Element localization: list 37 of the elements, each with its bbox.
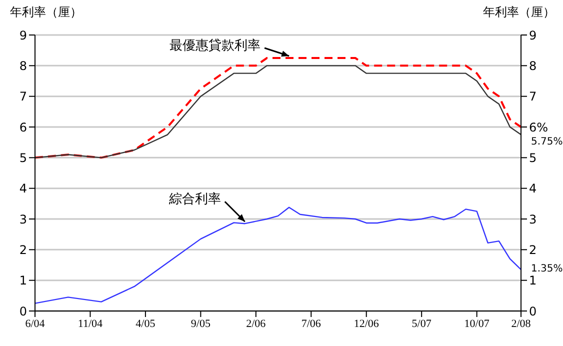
annotation: 1.35% bbox=[531, 263, 563, 274]
x-tick-label: 12/06 bbox=[354, 318, 380, 330]
x-tick-label: 2/08 bbox=[511, 318, 532, 330]
y-tick-label: 5 bbox=[19, 150, 27, 165]
y-tick-label: 6 bbox=[19, 120, 27, 134]
x-tick-label: 5/07 bbox=[412, 318, 432, 330]
y2-tick-label: 7 bbox=[529, 90, 537, 104]
y-tick-label: 0 bbox=[19, 304, 27, 318]
y2-tick-label: 6% bbox=[529, 120, 548, 134]
y2-tick-label: 1 bbox=[529, 274, 537, 288]
x-tick-label: 4/05 bbox=[136, 318, 156, 330]
y2-tick-label: 9 bbox=[529, 28, 537, 42]
y-tick-label: 7 bbox=[19, 90, 27, 104]
y2-tick-label: 0 bbox=[529, 304, 537, 318]
x-tick-label: 10/07 bbox=[464, 318, 490, 330]
annotation: 綜合利率 bbox=[168, 191, 221, 208]
y-tick-label: 9 bbox=[19, 28, 27, 42]
line-series bbox=[35, 206, 521, 304]
x-tick-label: 7/06 bbox=[301, 318, 322, 330]
y2-tick-label: 3 bbox=[529, 212, 537, 226]
y2-tick-label: 2 bbox=[529, 242, 537, 257]
x-tick-label: 9/05 bbox=[190, 318, 211, 330]
x-tick-label: 11/04 bbox=[78, 318, 104, 330]
y-tick-label: 8 bbox=[19, 58, 27, 73]
y-tick-label: 1 bbox=[19, 274, 27, 288]
y-tick-label: 3 bbox=[19, 212, 27, 226]
x-tick-label: 6/04 bbox=[25, 318, 46, 330]
y-tick-label: 4 bbox=[19, 182, 27, 196]
annotation: 最優惠貸款利率 bbox=[170, 38, 261, 54]
y-axis-title: 年利率（厘） bbox=[10, 5, 82, 19]
annotation: 5.75% bbox=[531, 136, 563, 148]
y2-tick-label: 4 bbox=[529, 182, 537, 196]
x-tick-label: 2/06 bbox=[246, 318, 266, 330]
y2-tick-label: 5 bbox=[529, 150, 537, 165]
y2-axis-title: 年利率（厘） bbox=[483, 5, 555, 19]
y2-tick-label: 8 bbox=[529, 58, 537, 73]
y-tick-label: 2 bbox=[19, 242, 27, 257]
